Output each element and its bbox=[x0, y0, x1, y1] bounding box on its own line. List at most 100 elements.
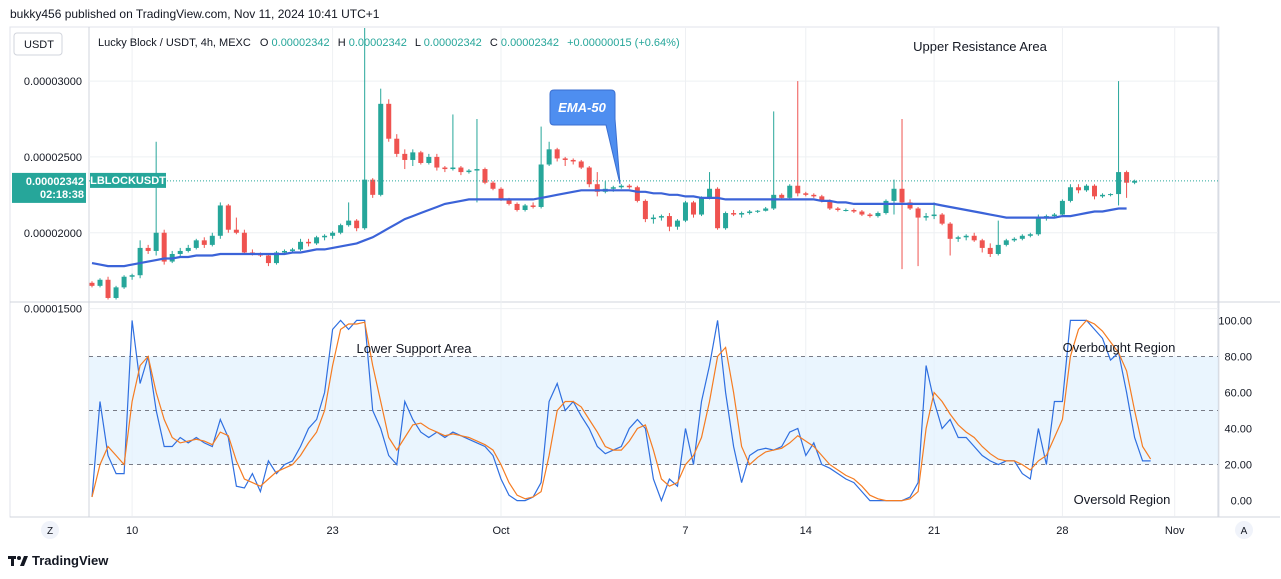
time-axis-label: Nov bbox=[1165, 525, 1185, 537]
candle-body bbox=[314, 237, 320, 244]
candle-body bbox=[931, 214, 937, 217]
candle-body bbox=[514, 203, 520, 210]
candle-body bbox=[161, 232, 167, 262]
candle-body bbox=[378, 103, 384, 195]
candle-body bbox=[1019, 235, 1025, 239]
candle-body bbox=[650, 217, 656, 220]
candle-body bbox=[995, 244, 1001, 254]
stoch-band-fill bbox=[89, 356, 1218, 465]
auto-scale-right-button[interactable]: A bbox=[1235, 521, 1253, 539]
candle-body bbox=[153, 232, 159, 251]
candle-body bbox=[306, 241, 312, 244]
candle-body bbox=[1092, 185, 1097, 197]
candle-body bbox=[113, 287, 119, 298]
candle-body bbox=[586, 167, 592, 185]
candle-body bbox=[859, 211, 865, 215]
candles bbox=[89, 28, 1138, 300]
price-axis-label: 0.00001500 bbox=[24, 304, 82, 316]
low-label: L bbox=[415, 37, 421, 49]
candle-body bbox=[843, 210, 849, 211]
candle-body bbox=[658, 216, 664, 218]
symbol-tag-label: LBLOCKUSDT bbox=[90, 175, 166, 187]
candle-body bbox=[1067, 187, 1073, 201]
candle-body bbox=[787, 185, 793, 198]
stoch-axis-label: 80.00 bbox=[1224, 351, 1252, 363]
currency-button[interactable]: USDT bbox=[13, 32, 63, 56]
last-price-countdown: 02:18:38 bbox=[40, 189, 84, 201]
auto-scale-left-button[interactable]: Z bbox=[41, 521, 59, 539]
time-axis-label: 14 bbox=[800, 525, 812, 537]
candle-body bbox=[771, 194, 777, 209]
candle-body bbox=[482, 169, 488, 183]
candle-body bbox=[330, 232, 336, 236]
auto-scale-left-label[interactable]: Z bbox=[47, 526, 53, 537]
candle-body bbox=[682, 202, 688, 221]
candle-body bbox=[915, 208, 921, 218]
candle-body bbox=[1083, 185, 1089, 191]
candle-body bbox=[963, 235, 969, 238]
candle-body bbox=[899, 188, 905, 203]
candle-body bbox=[883, 200, 889, 214]
candle-body bbox=[129, 275, 135, 277]
stoch-axis-label: 40.00 bbox=[1224, 424, 1252, 436]
tradingview-logo-text: TradingView bbox=[32, 553, 109, 568]
candle-body bbox=[225, 205, 231, 230]
candle-body bbox=[394, 138, 400, 154]
currency-button-bg[interactable] bbox=[13, 32, 63, 56]
open-label: O bbox=[260, 37, 269, 49]
candle-body bbox=[747, 211, 753, 214]
candle-body bbox=[474, 169, 480, 171]
candle-body bbox=[1132, 180, 1138, 183]
candle-body bbox=[955, 237, 961, 239]
currency-button-label[interactable]: USDT bbox=[24, 39, 54, 51]
stoch-k-line bbox=[91, 319, 1151, 503]
last-price-value: 0.00002342 bbox=[26, 176, 84, 188]
auto-scale-right-bg[interactable] bbox=[1235, 521, 1253, 539]
candle-body bbox=[803, 193, 809, 195]
candle-body bbox=[1124, 172, 1130, 183]
candle-body bbox=[562, 158, 568, 160]
candle-body bbox=[570, 159, 576, 162]
candle-body bbox=[105, 279, 111, 298]
candle-body bbox=[177, 250, 183, 254]
auto-scale-left-bg[interactable] bbox=[41, 521, 59, 539]
candle-body bbox=[137, 247, 143, 276]
frame bbox=[9, 26, 1280, 518]
candle-body bbox=[618, 185, 624, 188]
candle-body bbox=[835, 208, 841, 210]
candle-body bbox=[811, 194, 817, 197]
high-value: 0.00002342 bbox=[349, 37, 407, 49]
ema-line bbox=[91, 189, 1127, 268]
candle-body bbox=[426, 156, 432, 163]
candle-body bbox=[827, 200, 833, 209]
candle-body bbox=[506, 199, 512, 204]
symbol-tag-bg bbox=[90, 172, 166, 188]
candle-body bbox=[434, 156, 440, 168]
candle-body bbox=[907, 202, 913, 209]
candle-body bbox=[241, 232, 247, 253]
candle-body bbox=[466, 170, 472, 173]
symbol-name: Lucky Block / USDT, 4h, MEXC bbox=[98, 37, 251, 49]
candle-body bbox=[634, 187, 640, 201]
candle-body bbox=[731, 213, 737, 215]
symbol-info-line: Lucky Block / USDT, 4h, MEXC O 0.0000234… bbox=[98, 37, 680, 49]
candle-body bbox=[362, 179, 368, 229]
auto-scale-right-label[interactable]: A bbox=[1241, 526, 1248, 537]
candle-body bbox=[1108, 194, 1114, 196]
candle-body bbox=[410, 152, 416, 160]
stoch-lines bbox=[91, 319, 1152, 503]
candle-body bbox=[402, 153, 408, 160]
candle-body bbox=[338, 225, 344, 233]
candle-body bbox=[185, 247, 191, 251]
change-value: +0.00000015 (+0.64%) bbox=[567, 37, 680, 49]
time-axis-label: Oct bbox=[492, 525, 509, 537]
candle-body bbox=[578, 161, 584, 168]
price-axis-label: 0.00003000 bbox=[24, 76, 82, 88]
price-axis-label: 0.00002500 bbox=[24, 152, 82, 164]
candle-body bbox=[691, 202, 696, 215]
stoch-axis-label: 0.00 bbox=[1231, 496, 1252, 508]
candle-body bbox=[979, 240, 985, 248]
ema-callout-label: EMA-50 bbox=[558, 100, 606, 115]
candle-body bbox=[554, 149, 560, 159]
